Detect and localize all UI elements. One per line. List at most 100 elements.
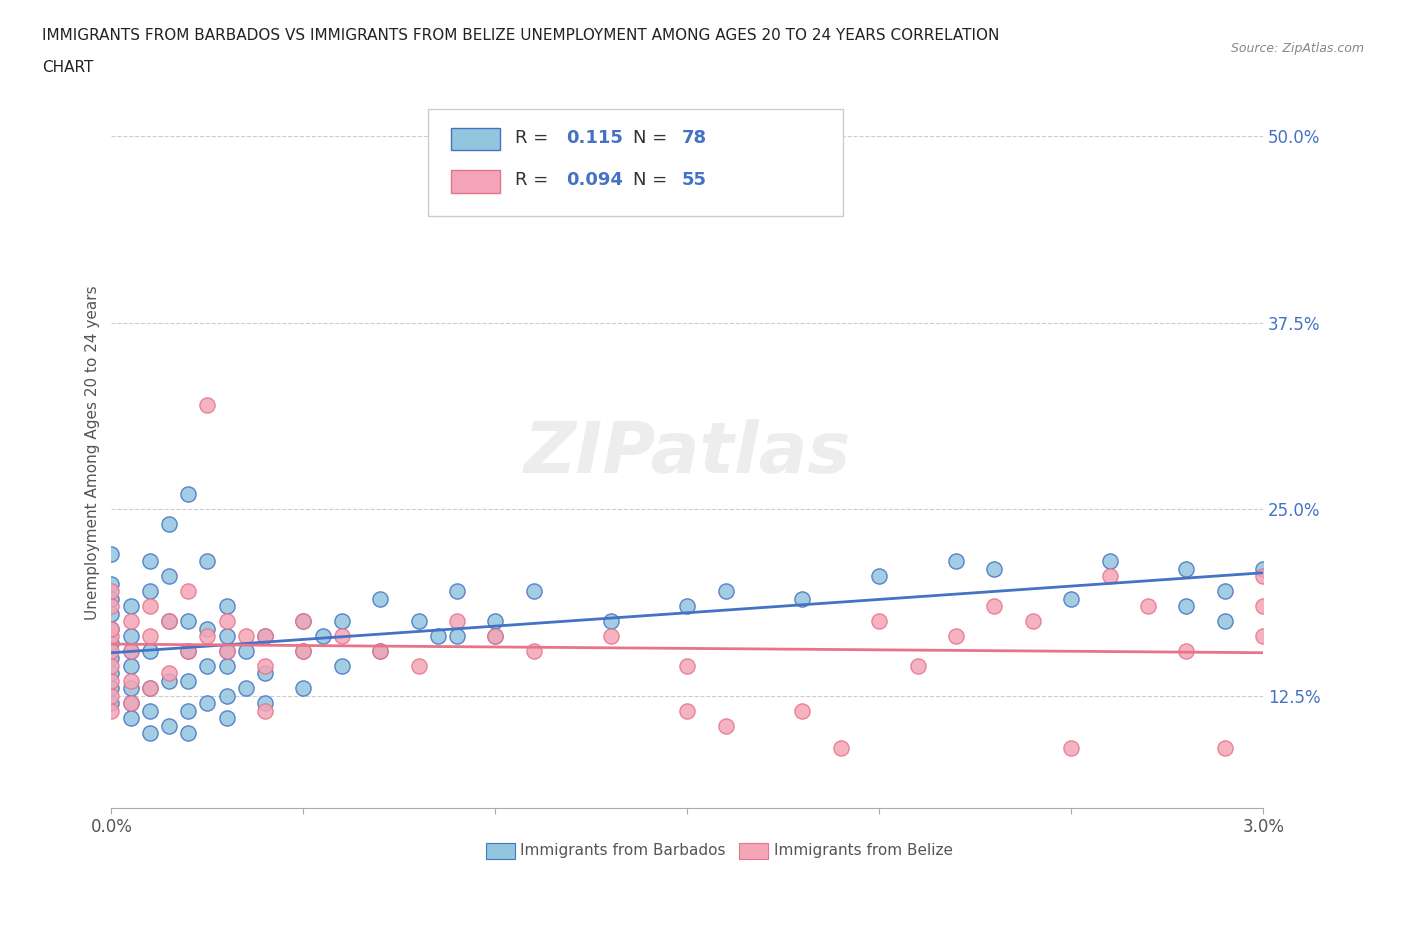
FancyBboxPatch shape xyxy=(429,110,842,216)
Point xyxy=(484,629,506,644)
Point xyxy=(235,644,257,658)
Point xyxy=(983,562,1005,577)
Point xyxy=(100,681,122,696)
Point xyxy=(139,554,162,569)
Point xyxy=(215,599,238,614)
Point xyxy=(1175,644,1198,658)
Point xyxy=(215,658,238,673)
Point xyxy=(1175,562,1198,577)
Point xyxy=(1137,599,1160,614)
Point xyxy=(120,696,142,711)
Point xyxy=(197,554,219,569)
Point xyxy=(1251,599,1274,614)
Point xyxy=(157,666,180,681)
Point xyxy=(120,599,142,614)
Point xyxy=(120,644,142,658)
Text: N =: N = xyxy=(633,171,673,189)
Point xyxy=(1060,740,1083,755)
Point xyxy=(100,577,122,591)
Point xyxy=(139,584,162,599)
Point xyxy=(1213,614,1236,629)
Point xyxy=(100,621,122,636)
Point xyxy=(484,614,506,629)
Point xyxy=(446,614,468,629)
Text: Immigrants from Barbados: Immigrants from Barbados xyxy=(520,843,725,857)
Point xyxy=(1251,629,1274,644)
Point xyxy=(523,644,546,658)
Point xyxy=(120,681,142,696)
Point xyxy=(792,591,814,606)
Text: 0.115: 0.115 xyxy=(567,128,623,147)
Point xyxy=(330,658,353,673)
Point xyxy=(100,547,122,562)
Point xyxy=(676,658,699,673)
Point xyxy=(1098,554,1121,569)
Point xyxy=(177,703,200,718)
Point xyxy=(120,644,142,658)
Point xyxy=(907,658,929,673)
Text: ZIPatlas: ZIPatlas xyxy=(523,418,851,487)
Point xyxy=(197,658,219,673)
Point xyxy=(197,397,219,412)
Point xyxy=(177,486,200,501)
Bar xyxy=(485,844,515,858)
Point xyxy=(120,629,142,644)
Point xyxy=(868,569,890,584)
Point xyxy=(1251,569,1274,584)
Point xyxy=(100,606,122,621)
Point xyxy=(157,569,180,584)
Point xyxy=(330,629,353,644)
Point xyxy=(408,658,430,673)
Point xyxy=(215,644,238,658)
Point xyxy=(368,644,391,658)
Point xyxy=(292,644,315,658)
Point xyxy=(1213,584,1236,599)
Text: 78: 78 xyxy=(682,128,707,147)
Point xyxy=(100,673,122,688)
Point xyxy=(292,614,315,629)
Point xyxy=(253,658,276,673)
Point xyxy=(253,703,276,718)
Point xyxy=(292,644,315,658)
Point xyxy=(100,621,122,636)
Text: CHART: CHART xyxy=(42,60,94,75)
Point xyxy=(177,725,200,740)
Point xyxy=(311,629,333,644)
Point xyxy=(197,621,219,636)
Point xyxy=(177,584,200,599)
Text: R =: R = xyxy=(515,128,554,147)
Point xyxy=(253,629,276,644)
Point xyxy=(292,681,315,696)
Point xyxy=(368,591,391,606)
Point xyxy=(446,584,468,599)
Point xyxy=(983,599,1005,614)
Point xyxy=(830,740,852,755)
Point xyxy=(120,673,142,688)
Point xyxy=(139,599,162,614)
Point xyxy=(157,614,180,629)
Point xyxy=(408,614,430,629)
Point xyxy=(177,644,200,658)
Point xyxy=(523,584,546,599)
Point xyxy=(599,629,621,644)
Point xyxy=(1175,599,1198,614)
Text: 55: 55 xyxy=(682,171,707,189)
Bar xyxy=(451,170,499,193)
Point xyxy=(1060,591,1083,606)
Point xyxy=(215,629,238,644)
Point xyxy=(197,696,219,711)
Point xyxy=(426,629,449,644)
Bar xyxy=(740,844,768,858)
Text: N =: N = xyxy=(633,128,673,147)
Point xyxy=(100,688,122,703)
Text: R =: R = xyxy=(515,171,554,189)
Point xyxy=(945,629,967,644)
Point xyxy=(215,688,238,703)
Point xyxy=(676,703,699,718)
Point xyxy=(235,629,257,644)
Point xyxy=(676,599,699,614)
Point xyxy=(139,644,162,658)
Point xyxy=(120,658,142,673)
Point xyxy=(120,711,142,725)
Point xyxy=(120,614,142,629)
